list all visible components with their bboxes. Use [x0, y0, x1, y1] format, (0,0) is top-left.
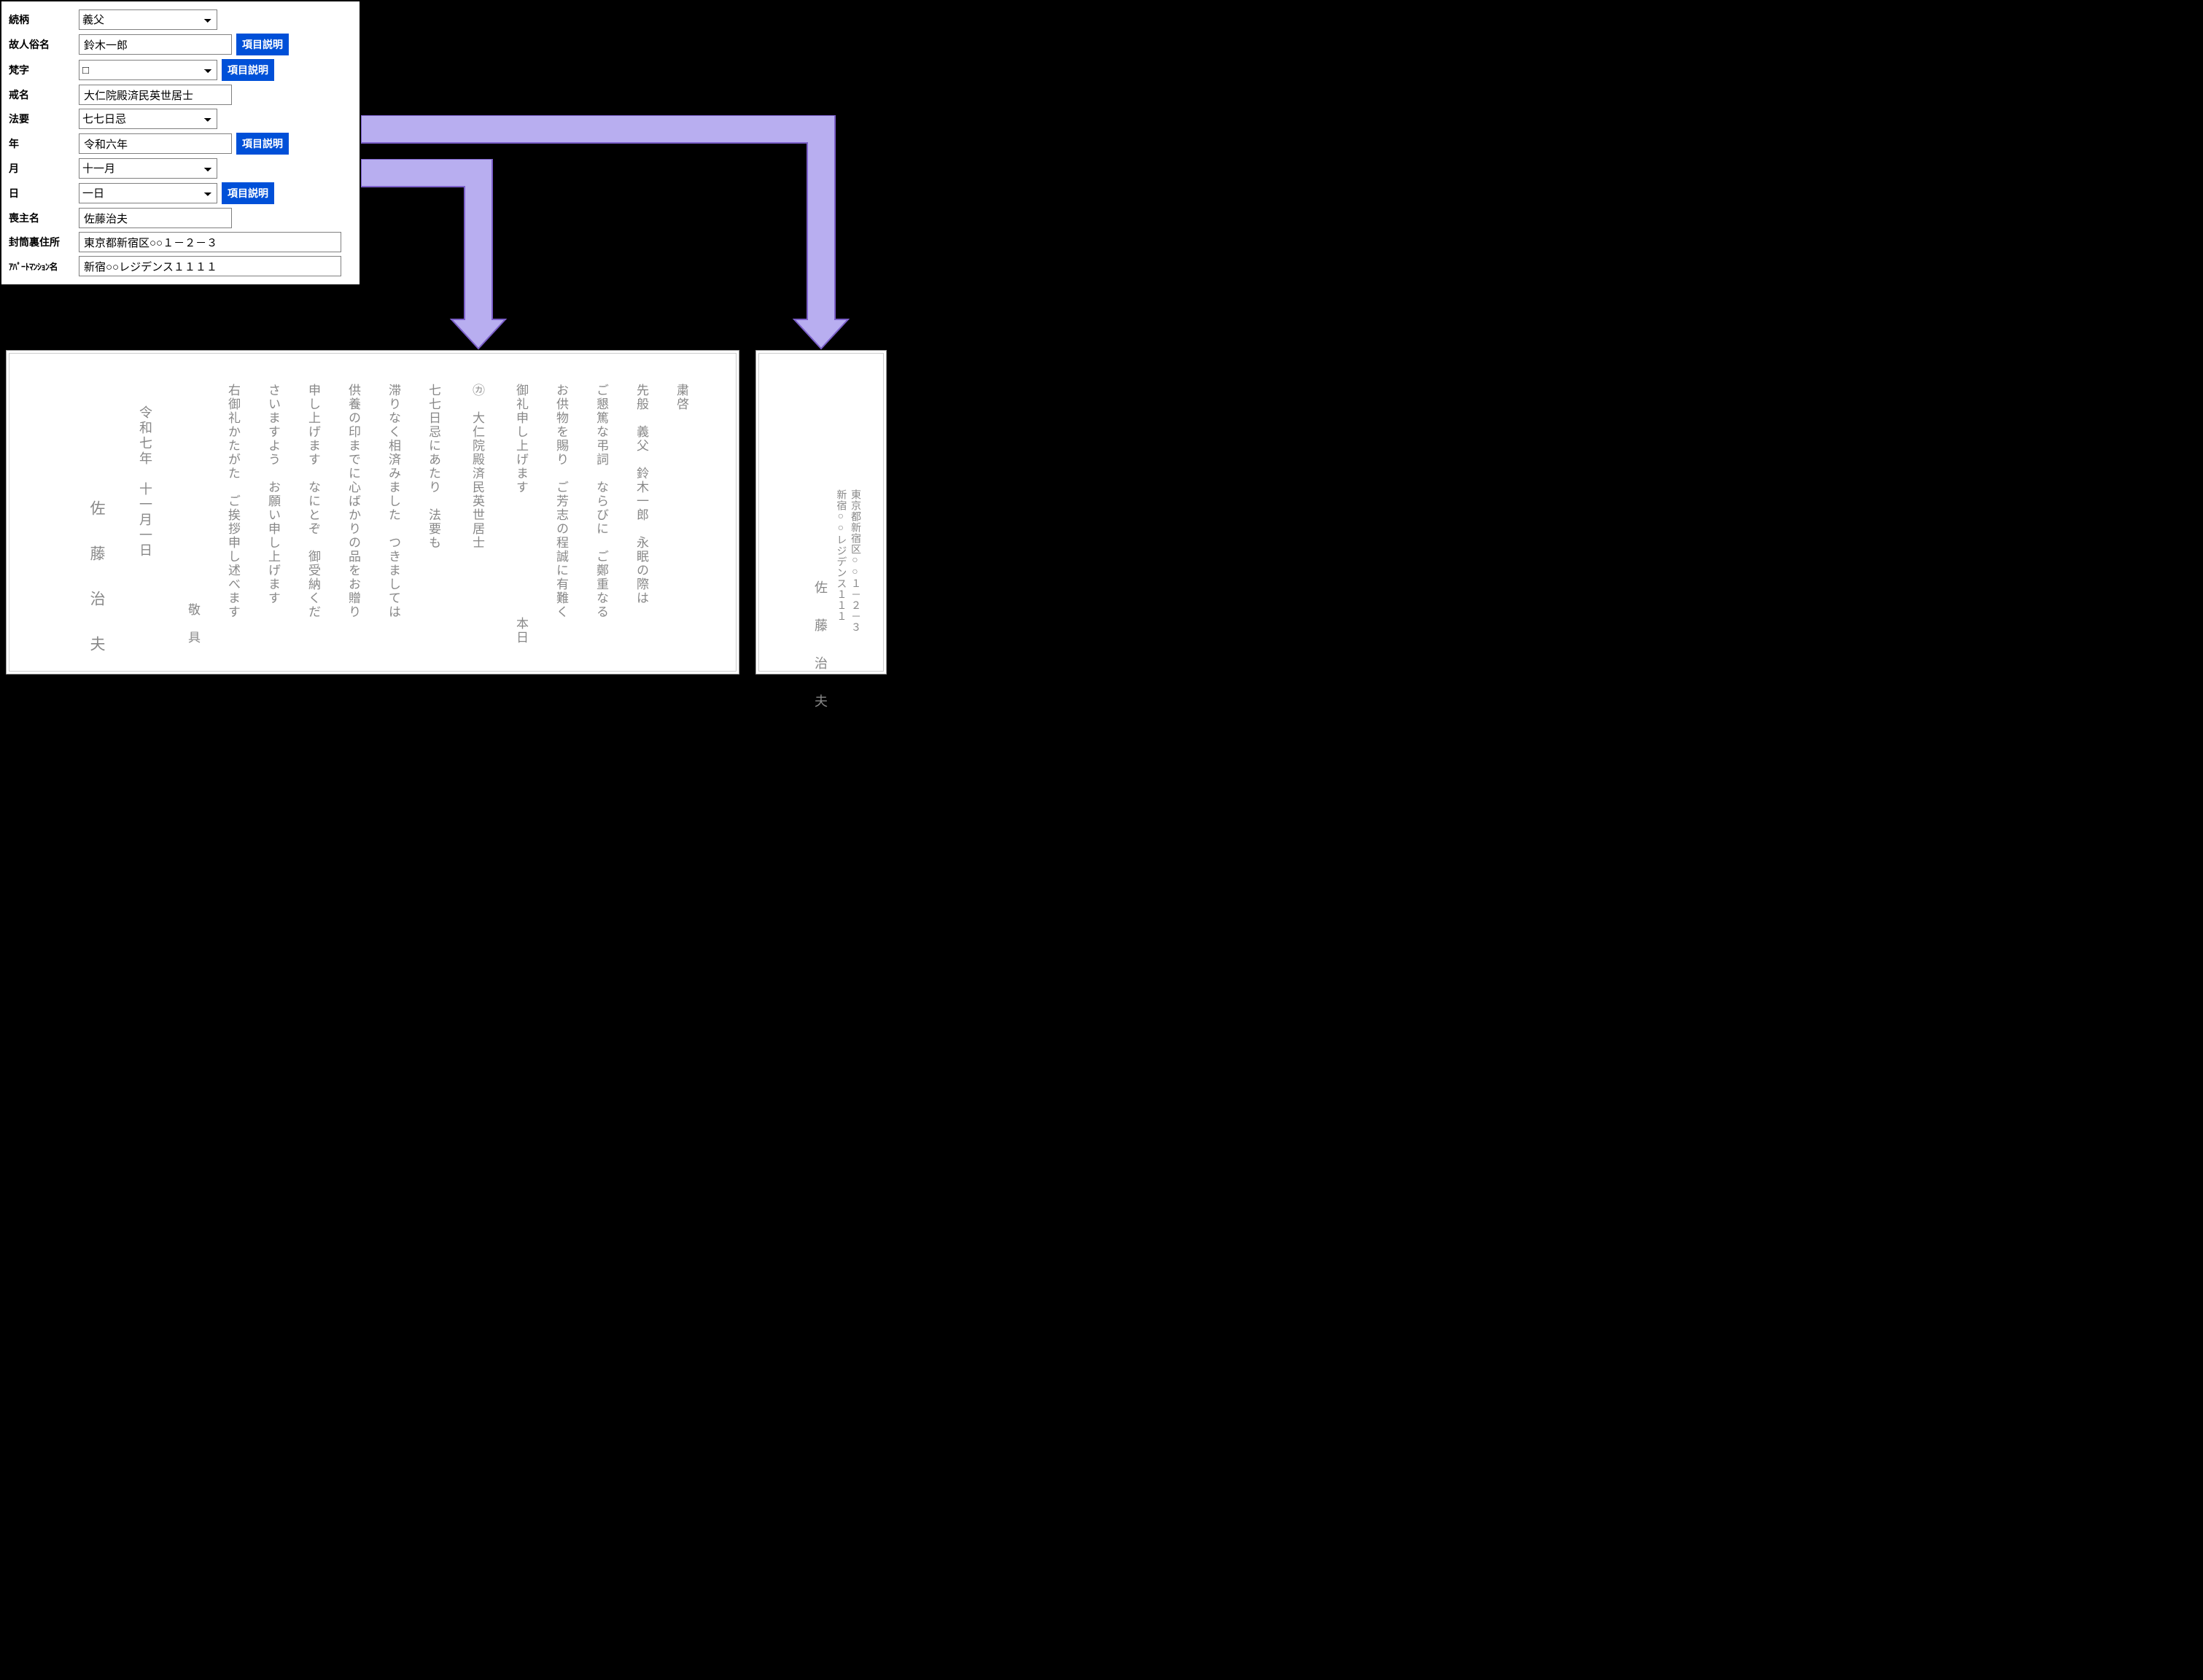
letter-col-2: ご懇篤な弔詞 ならびに ご鄭重なる — [595, 384, 607, 619]
letter-closing: 敬 具 — [187, 603, 199, 645]
label-kaimyo: 戒名 — [9, 88, 79, 102]
row-kaimyo: 戒名 — [9, 85, 352, 105]
row-address: 封筒裏住所 — [9, 232, 352, 252]
letter-date: 令和七年 十一月一日 — [139, 405, 152, 559]
label-address: 封筒裏住所 — [9, 235, 79, 249]
help-button-bonji[interactable]: 項目説明 — [222, 59, 274, 81]
envelope-sender: 佐 藤 治 夫 — [811, 580, 830, 713]
bonji-select[interactable]: □ — [79, 60, 217, 80]
row-moshu: 喪主名 — [9, 208, 352, 228]
letter-col-10: さいますよう お願い申し上げます — [267, 384, 279, 605]
help-button-year[interactable]: 項目説明 — [236, 133, 289, 155]
form-panel: 続柄 義父 故人俗名 項目説明 梵字 □ 項目説明 戒名 法要 七七日忌 年 項… — [0, 0, 361, 286]
letter-col-6: 七七日忌にあたり 法要も — [427, 384, 440, 550]
envelope-address-line1: 東京都新宿区○○１－２－３ — [850, 489, 860, 633]
letter-col-9: 申し上げます なにとぞ 御受納くだ — [307, 384, 319, 619]
row-hoyo: 法要 七七日忌 — [9, 109, 352, 129]
letter-col-11: 右御礼かたがた ご挨拶申し述べます — [227, 384, 239, 619]
envelope-address-line2: 新宿○○レジデンス１１１ — [835, 489, 846, 622]
letter-col-8: 供養の印までに心ばかりの品をお贈り — [347, 384, 360, 619]
label-bonji: 梵字 — [9, 63, 79, 77]
label-hoyo: 法要 — [9, 112, 79, 126]
label-apartment: ｱﾊﾟｰﾄﾏﾝｼｮﾝ名 — [9, 260, 79, 273]
help-button-day[interactable]: 項目説明 — [222, 182, 274, 204]
relation-select[interactable]: 義父 — [79, 9, 217, 30]
label-relation: 続柄 — [9, 12, 79, 27]
label-month: 月 — [9, 161, 79, 176]
label-day: 日 — [9, 186, 79, 201]
label-year: 年 — [9, 136, 79, 151]
moshu-input[interactable] — [79, 208, 232, 228]
letter-preview: 粛啓 先般 義父 鈴木一郎 永眠の際は ご懇篤な弔詞 ならびに ご鄭重なる お供… — [6, 350, 739, 674]
arrow-to-envelope — [361, 115, 871, 350]
help-button-deceased[interactable]: 項目説明 — [236, 34, 289, 55]
kaimyo-input[interactable] — [79, 85, 232, 105]
apartment-input[interactable] — [79, 256, 341, 276]
label-moshu: 喪主名 — [9, 211, 79, 225]
letter-inner: 粛啓 先般 義父 鈴木一郎 永眠の際は ご懇篤な弔詞 ならびに ご鄭重なる お供… — [58, 384, 688, 652]
envelope-inner: 東京都新宿区○○１－２－３ 新宿○○レジデンス１１１ 佐 藤 治 夫 — [767, 365, 875, 659]
letter-col-7: 滞りなく相済みました つきましては — [387, 384, 400, 619]
hoyo-select[interactable]: 七七日忌 — [79, 109, 217, 129]
day-select[interactable]: 一日 — [79, 183, 217, 203]
letter-col-1: 先般 義父 鈴木一郎 永眠の際は — [635, 384, 648, 605]
letter-col-3: お供物を賜り ご芳志の程誠に有難く — [555, 384, 567, 619]
letter-col-0: 粛啓 — [675, 384, 688, 411]
row-day: 日 一日 項目説明 — [9, 182, 352, 204]
letter-col-4: 御礼申し上げます — [515, 384, 527, 494]
letter-sender: 佐 藤 治 夫 — [89, 500, 104, 658]
row-deceased-name: 故人俗名 項目説明 — [9, 34, 352, 55]
letter-col-5: ㋕ 大仁院殿済民英世居士 — [471, 384, 483, 550]
row-relation: 続柄 義父 — [9, 9, 352, 30]
row-apartment: ｱﾊﾟｰﾄﾏﾝｼｮﾝ名 — [9, 256, 352, 276]
deceased-name-input[interactable] — [79, 34, 232, 55]
envelope-address: 東京都新宿区○○１－２－３ 新宿○○レジデンス１１１ — [834, 489, 862, 633]
row-year: 年 項目説明 — [9, 133, 352, 155]
month-select[interactable]: 十一月 — [79, 158, 217, 179]
label-deceased-name: 故人俗名 — [9, 37, 79, 52]
row-month: 月 十一月 — [9, 158, 352, 179]
row-bonji: 梵字 □ 項目説明 — [9, 59, 352, 81]
year-input[interactable] — [79, 133, 232, 154]
address-input[interactable] — [79, 232, 341, 252]
envelope-preview: 東京都新宿区○○１－２－３ 新宿○○レジデンス１１１ 佐 藤 治 夫 — [755, 350, 887, 674]
letter-honjitsu: 本日 — [515, 617, 527, 645]
